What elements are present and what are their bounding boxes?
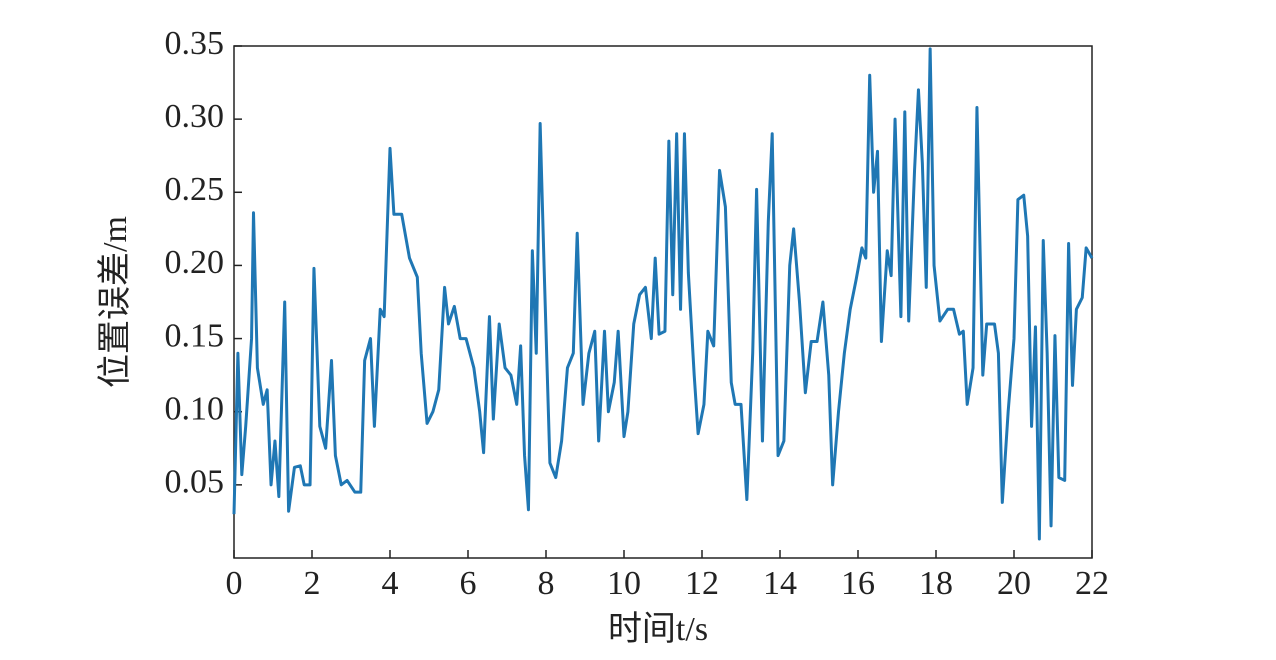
x-tick-label: 16 [841,565,875,602]
y-axis-label: 位置误差/m [96,216,134,388]
x-tick-label: 20 [997,565,1031,602]
y-tick-label: 0.10 [165,391,225,428]
x-tick-label: 10 [607,565,641,602]
y-tick-label: 0.15 [165,317,225,354]
x-tick-label: 0 [226,565,243,602]
y-tick-label: 0.30 [165,98,225,135]
x-tick-label: 2 [304,565,321,602]
y-tick-label: 0.35 [165,25,225,62]
plot-frame [233,45,1093,559]
data-line [232,47,1094,541]
x-tick-label: 14 [763,565,797,602]
x-tick-label: 4 [382,565,399,602]
x-tick-label: 18 [919,565,953,602]
x-tick-label: 8 [538,565,555,602]
x-tick-label: 6 [460,565,477,602]
x-axis-label: 时间t/s [608,611,708,648]
x-tick-label: 22 [1075,565,1109,602]
y-tick-label: 0.25 [165,171,225,208]
y-tick-label: 0.20 [165,244,225,281]
x-tick-label: 12 [685,565,719,602]
y-tick-label: 0.05 [165,464,225,501]
